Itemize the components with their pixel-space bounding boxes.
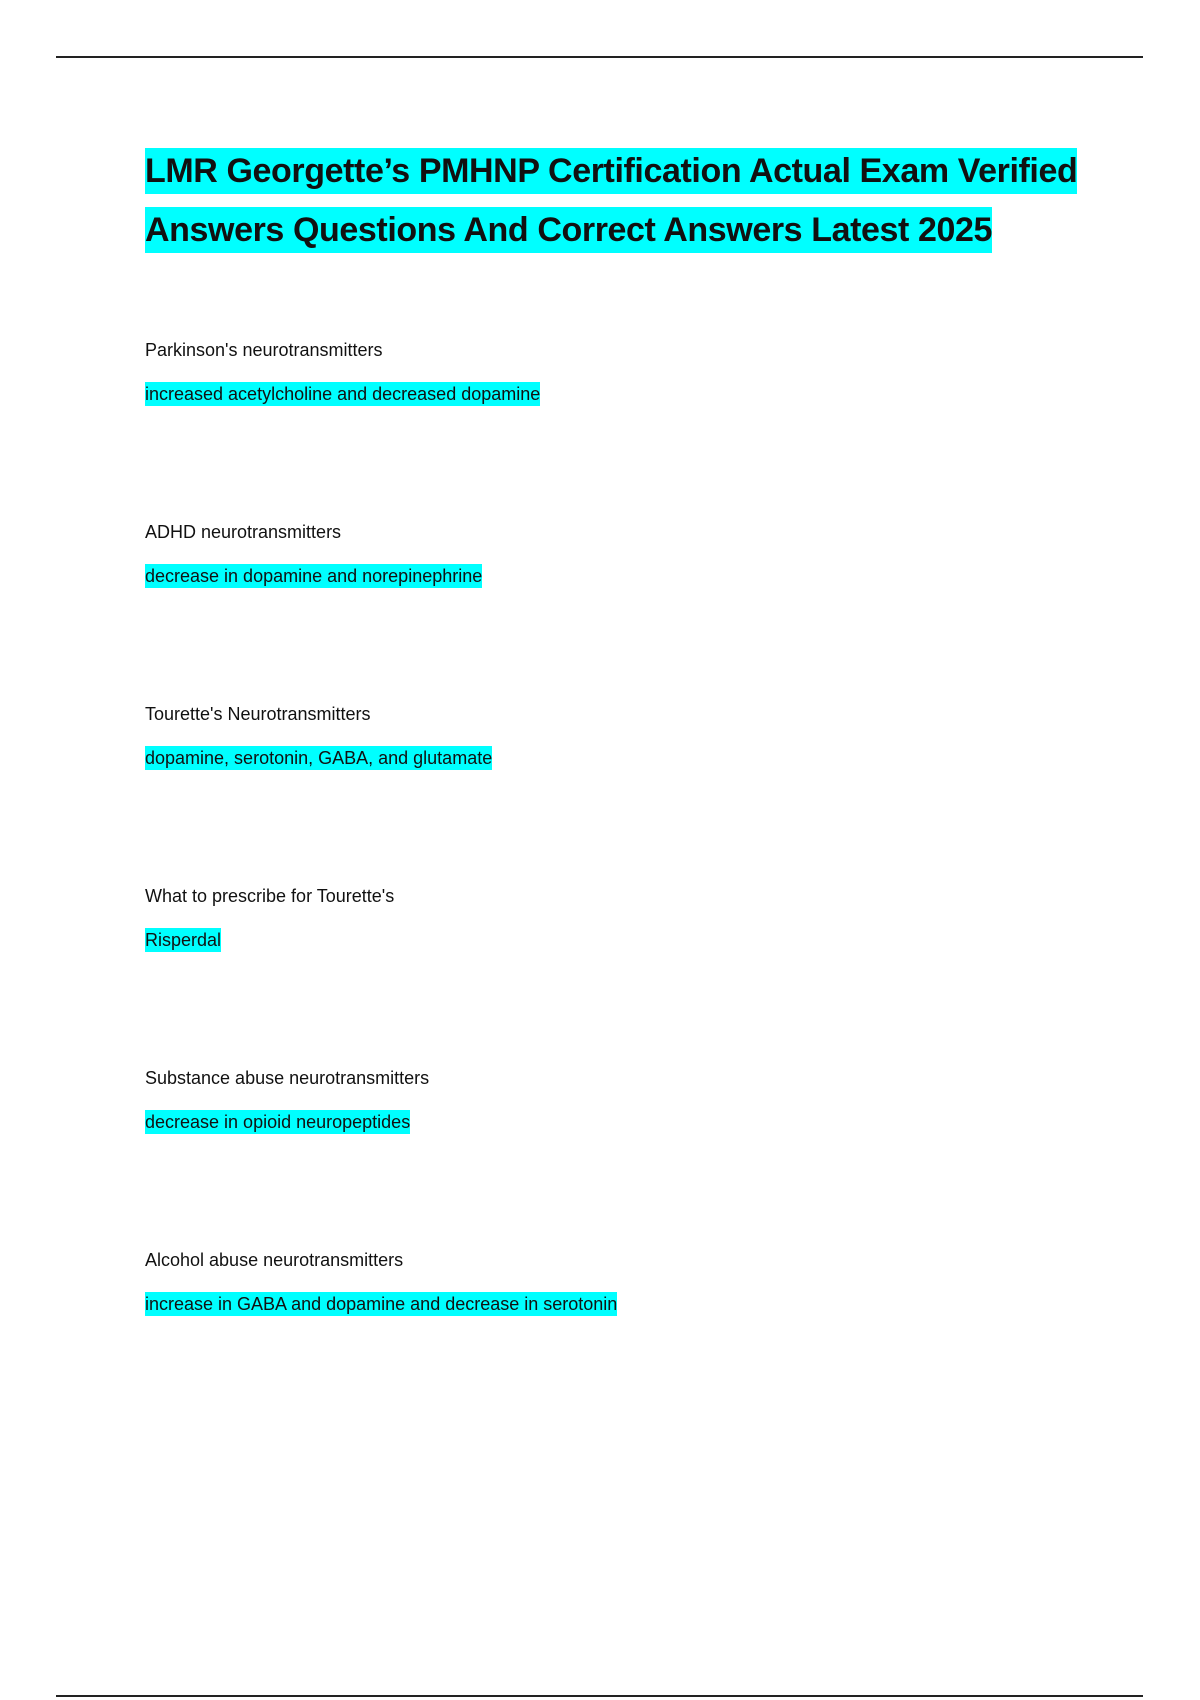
question: ADHD neurotransmitters: [145, 522, 342, 542]
answer-text: decrease in dopamine and norepinephrine: [145, 564, 483, 588]
answer-text: dopamine, serotonin, GABA, and glutamate: [145, 746, 493, 770]
header-rule: [56, 56, 1143, 58]
question: What to prescribe for Tourette's: [145, 886, 395, 906]
answer: decrease in opioid neuropeptides: [145, 1110, 429, 1134]
footer-rule: [56, 1695, 1143, 1697]
answer: decrease in dopamine and norepinephrine: [145, 564, 483, 588]
answer-text: increased acetylcholine and decreased do…: [145, 382, 541, 406]
answer-text: increase in GABA and dopamine and decrea…: [145, 1292, 618, 1316]
document-title-text: LMR Georgette’s PMHNP Certification Actu…: [145, 148, 1078, 253]
qa-item: ADHD neurotransmitters decrease in dopam…: [145, 520, 483, 588]
qa-item: What to prescribe for Tourette's Risperd…: [145, 884, 394, 952]
answer: dopamine, serotonin, GABA, and glutamate: [145, 746, 493, 770]
answer-text: decrease in opioid neuropeptides: [145, 1110, 411, 1134]
qa-item: Substance abuse neurotransmitters decrea…: [145, 1066, 429, 1134]
answer-text: Risperdal: [145, 928, 222, 952]
question: Tourette's Neurotransmitters: [145, 704, 371, 724]
answer: increase in GABA and dopamine and decrea…: [145, 1292, 618, 1316]
question: Alcohol abuse neurotransmitters: [145, 1250, 404, 1270]
answer: increased acetylcholine and decreased do…: [145, 382, 541, 406]
question: Parkinson's neurotransmitters: [145, 340, 383, 360]
qa-item: Parkinson's neurotransmitters increased …: [145, 338, 541, 406]
qa-item: Alcohol abuse neurotransmitters increase…: [145, 1248, 618, 1316]
question: Substance abuse neurotransmitters: [145, 1068, 430, 1088]
answer: Risperdal: [145, 928, 394, 952]
qa-item: Tourette's Neurotransmitters dopamine, s…: [145, 702, 493, 770]
document-title: LMR Georgette’s PMHNP Certification Actu…: [145, 142, 1145, 260]
